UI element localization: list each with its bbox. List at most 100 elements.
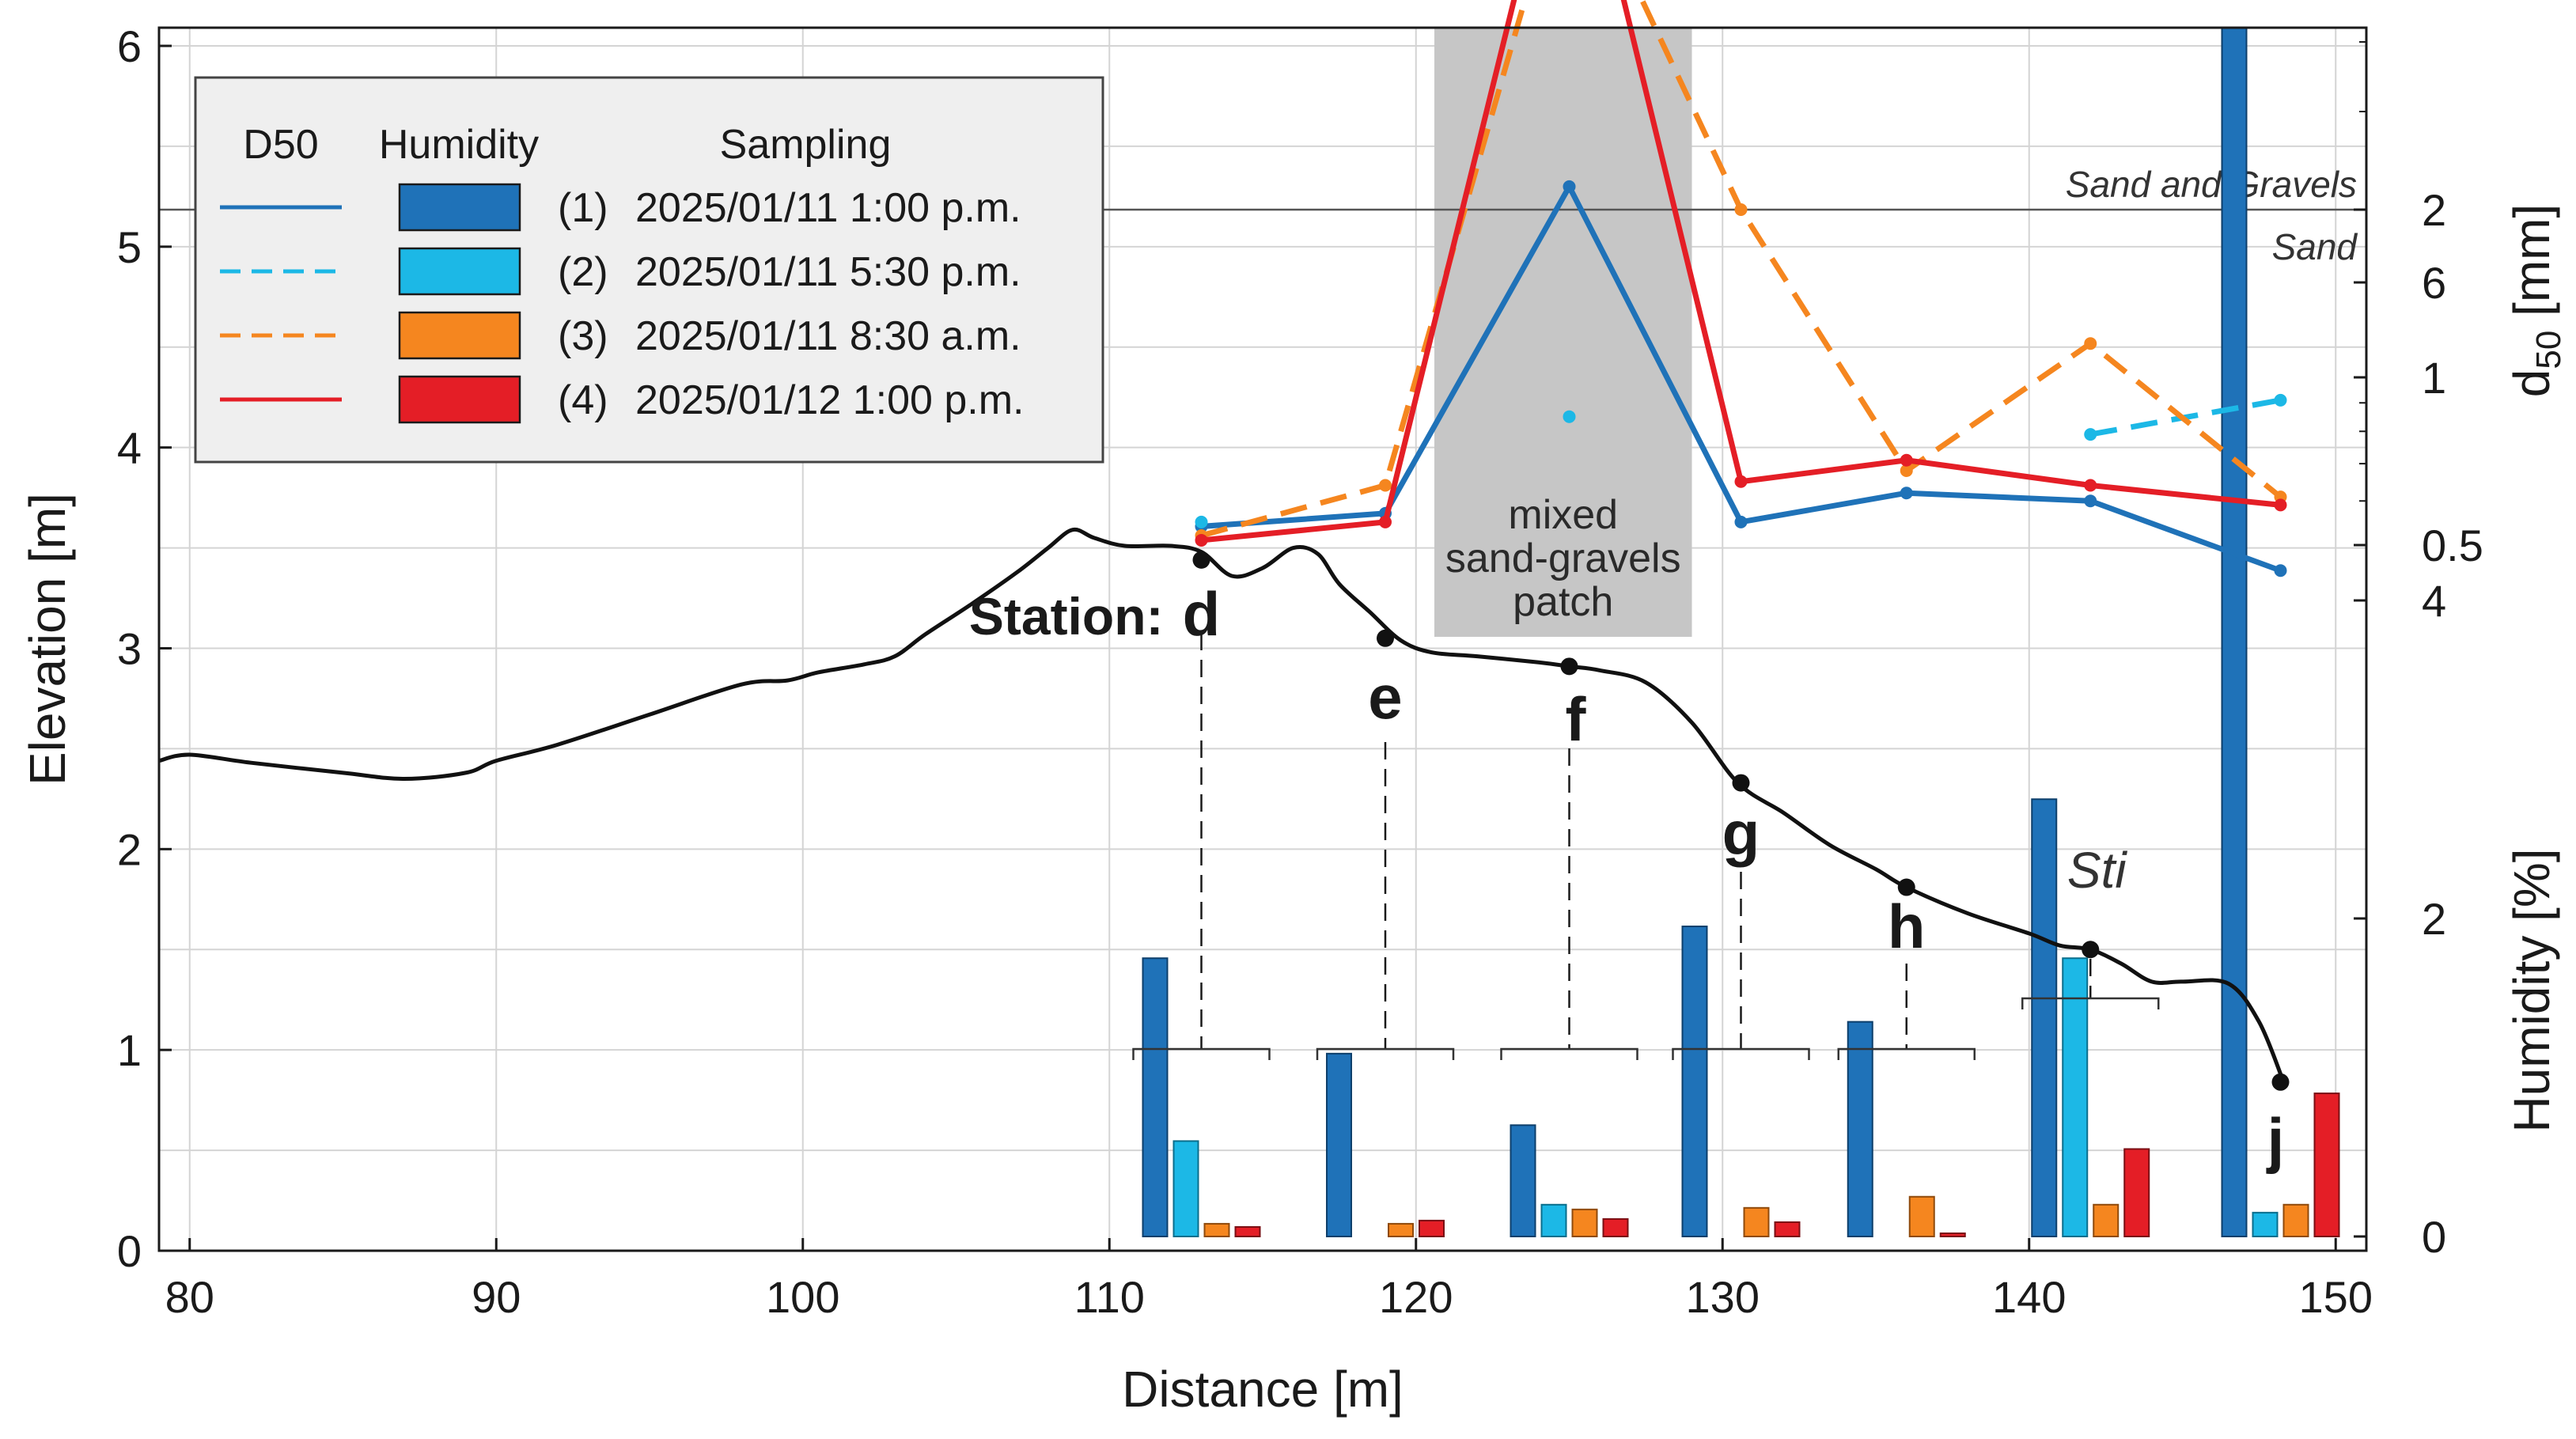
humidity-bar [1172,1140,1199,1238]
station-label: f [1566,684,1587,754]
d50-point [1900,487,1913,500]
d50-point [2084,479,2097,492]
station-marker [2271,1073,2290,1091]
x-tick-label: 150 [2299,1272,2373,1322]
station-marker [1897,878,1915,896]
station-label: Sti [2067,842,2127,899]
x-tick-label: 130 [1686,1272,1760,1322]
station-bracket [1672,1047,1810,1060]
d50-point [1900,464,1913,477]
d50-point [1734,203,1748,216]
legend-entry-number: (3) [558,313,608,359]
y-tick-label: 0 [117,1226,142,1276]
humidity-bar [1774,1221,1801,1238]
humidity-bar [1419,1219,1445,1238]
station-bracket [1132,1047,1271,1060]
d50-tick-label: 1 [2422,353,2446,403]
stations-layer: d e f g h Sti j Station: [969,551,2290,1175]
d50-point [1734,515,1748,528]
x-tick-label: 100 [766,1272,839,1322]
legend-bar-swatch [398,375,521,424]
legend-bar-swatch [398,311,521,360]
d50-point [1563,410,1576,423]
y-axis-title: Elevation [m] [19,493,76,786]
elevation-profile-layer [158,527,2286,1083]
station-brackets [1132,633,2160,1060]
humidity-bar [1142,957,1169,1237]
d50-point [1195,515,1208,528]
legend-entry-label: 2025/01/12 1:00 p.m. [635,377,1025,423]
d50-tick-label: 0.5 [2422,521,2483,570]
humidity-bar [2282,1203,2309,1238]
humidity-tick-label: 6 [2422,258,2446,308]
y-tick-label: 6 [117,21,142,71]
d50-series [1195,0,2287,577]
station-marker [2082,941,2100,959]
humidity-bar [2031,798,2058,1237]
legend-entry-number: (1) [558,185,608,231]
class-label-sand-gravels: Sand and Gravels [2066,164,2357,205]
x-tick-label: 120 [1379,1272,1453,1322]
humidity-bar [1939,1232,1966,1237]
humidity-bar [1203,1222,1230,1238]
station-label: e [1368,662,1402,732]
legend-header-humidity: Humidity [379,122,539,168]
legend-header-sampling: Sampling [720,122,892,168]
d50-point [1734,475,1748,488]
station-bracket [1500,1047,1638,1060]
y-tick-label: 1 [117,1025,142,1075]
y-tick-label: 5 [117,222,142,272]
x-axis-title: Distance [m] [1122,1361,1404,1418]
humidity-bar [1681,926,1708,1238]
station-marker [1560,657,1578,676]
d50-point [2274,564,2287,577]
humidity-tick-label: 0 [2422,1212,2446,1262]
sediment-class-layer: Sand and Gravels Sand [159,164,2366,267]
patch-label-line: sand-gravels [1445,536,1681,581]
legend-entry-label: 2025/01/11 1:00 p.m. [635,185,1021,231]
humidity-bar [2252,1211,2279,1237]
d50-point [2274,498,2287,512]
humidity-bar [1743,1206,1770,1237]
patch-label-line: mixed [1508,492,1618,538]
legend-entry-label: 2025/01/11 8:30 a.m. [635,313,1021,359]
humidity-bar [2221,27,2248,1237]
humidity-bar [2123,1148,2150,1237]
humidity-tick-label: 4 [2422,576,2446,626]
d50-point [2084,337,2097,350]
y-tick-label: 2 [117,824,142,874]
legend: D50 Humidity Sampling (1) 2025/01/11 1:00 p.… [194,76,1104,464]
class-label-sand: Sand [2272,226,2358,267]
station-label: d [1183,579,1221,649]
d50-point [1900,453,1913,467]
station-marker [1377,629,1394,647]
humidity-bar [1602,1217,1629,1238]
x-tick-label: 110 [1074,1272,1145,1322]
elevation-profile [158,527,2286,1083]
axes-frame: 809010011012013014015001234560.512812024… [19,21,2568,1418]
station-label: h [1888,892,1926,961]
humidity-bar [2062,957,2089,1237]
humidity-bar [1388,1222,1414,1238]
d50-point [2084,494,2097,508]
legend-header-d50: D50 [243,122,318,168]
humidity-bar [1571,1208,1598,1237]
plot-frame [157,26,2368,1252]
humidity-bar [1234,1225,1261,1237]
station-marker [1192,551,1210,569]
humidity-bar [1908,1195,1935,1237]
y-tick-label: 4 [117,423,142,473]
x-tick-label: 80 [165,1272,214,1322]
legend-entry-label: 2025/01/11 5:30 p.m. [635,249,1021,295]
station-bracket [1837,1047,1976,1060]
patch-label-line: patch [1513,579,1613,625]
humidity-axis-title: Humidity [%] [2503,848,2560,1132]
legend-entry-number: (2) [558,249,608,295]
d50-axis-title: d50 [mm] [2503,204,2568,398]
humidity-bar [1326,1052,1352,1237]
legend-bar-swatch [398,183,521,232]
d50-point [1379,479,1392,492]
legend-box [194,76,1104,464]
